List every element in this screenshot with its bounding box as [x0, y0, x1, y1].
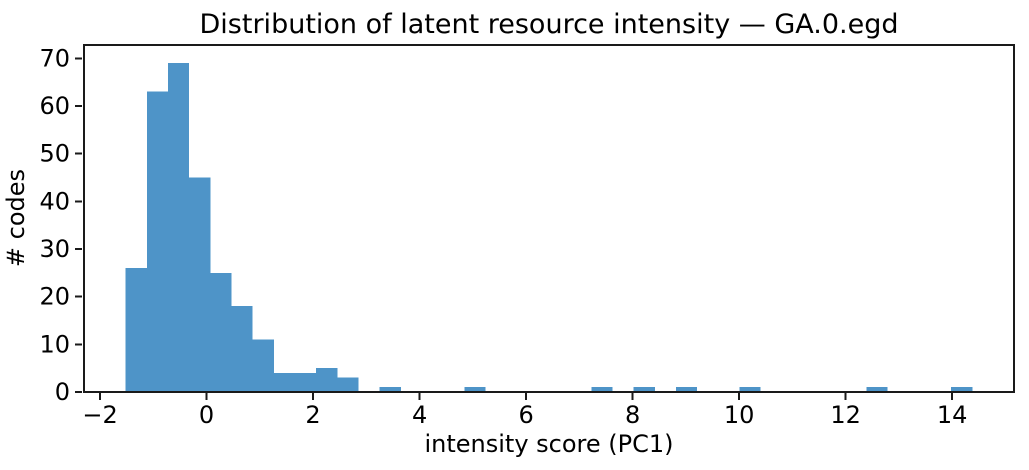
chart-title: Distribution of latent resource intensit… [200, 9, 899, 40]
histogram-bar [676, 387, 698, 392]
y-axis-ticks: 0 10 20 30 40 50 60 70 [39, 44, 82, 406]
x-tick-label: 10 [724, 401, 755, 429]
histogram-bar [633, 387, 655, 392]
y-tick-label: 40 [39, 187, 70, 215]
x-tick-label: −2 [82, 401, 117, 429]
histogram-bar [866, 387, 888, 392]
histogram-bar [146, 91, 168, 393]
histogram-bar [273, 372, 295, 392]
x-tick-label: 4 [412, 401, 427, 429]
y-tick-label: 30 [39, 235, 70, 263]
x-axis-ticks: −2 0 2 4 6 8 10 12 14 [82, 393, 967, 429]
histogram-bar [210, 272, 232, 392]
histogram-bar [294, 372, 317, 392]
y-tick-label: 60 [39, 92, 70, 120]
y-tick-label: 20 [39, 283, 70, 311]
histogram-bar [125, 268, 147, 392]
histogram-bar [189, 177, 211, 392]
histogram-bar [316, 368, 338, 392]
x-axis-label: intensity score (PC1) [424, 430, 673, 458]
y-tick-label: 50 [39, 140, 70, 168]
histogram-bar [337, 377, 359, 392]
histogram-bar [464, 387, 486, 392]
x-tick-label: 6 [518, 401, 533, 429]
y-axis-label: # codes [2, 169, 30, 267]
plot-border [83, 44, 1015, 393]
histogram-bar [591, 387, 613, 392]
y-tick-label: 70 [39, 44, 70, 72]
histogram-bar [379, 387, 401, 392]
histogram-bar [231, 306, 253, 392]
histogram-bar [739, 387, 761, 392]
histogram-bar [252, 339, 274, 392]
histogram-bars [125, 63, 973, 393]
y-tick-label: 0 [55, 378, 70, 406]
x-tick-label: 12 [830, 401, 861, 429]
histogram-bar [951, 387, 973, 392]
y-tick-label: 10 [39, 330, 70, 358]
x-tick-label: 14 [937, 401, 968, 429]
x-tick-label: 2 [305, 401, 320, 429]
x-tick-label: 8 [625, 401, 640, 429]
x-tick-label: 0 [199, 401, 214, 429]
histogram-bar [167, 63, 190, 392]
